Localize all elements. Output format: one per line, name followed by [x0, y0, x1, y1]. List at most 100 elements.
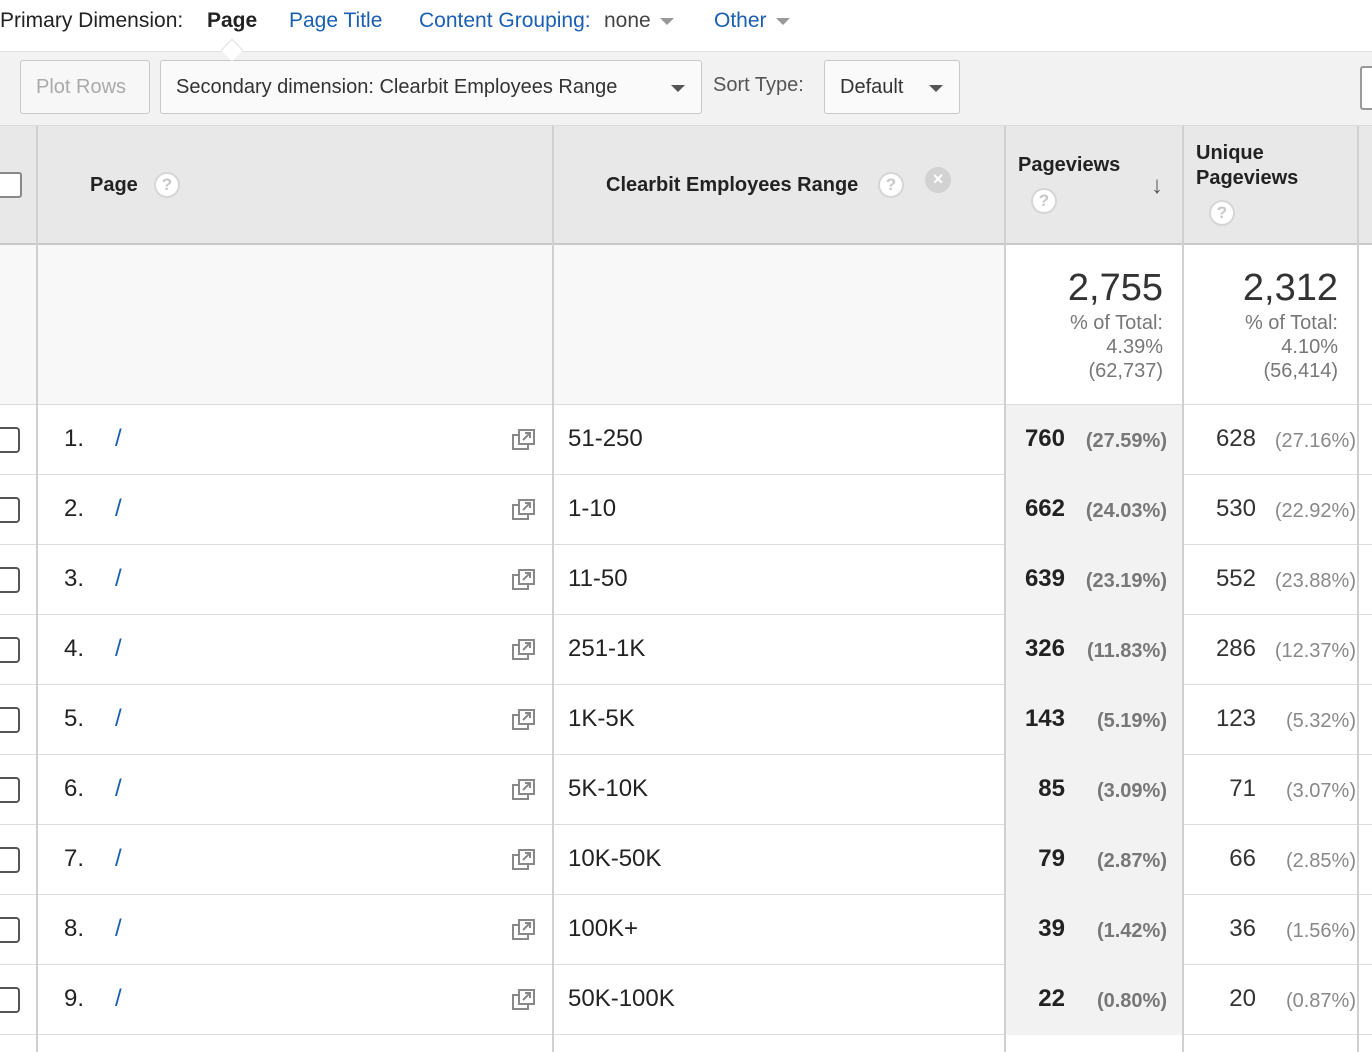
dimension-page-active[interactable]: Page	[207, 9, 258, 32]
row-employees-range: 1-10	[568, 495, 617, 522]
row-unique-pageviews-value: 552	[1215, 565, 1256, 592]
toolbar-edge-button[interactable]	[1360, 66, 1372, 110]
dimension-other-link[interactable]: Other	[714, 9, 767, 32]
open-in-new-window-icon[interactable]	[512, 779, 536, 801]
open-in-new-window-icon[interactable]	[512, 849, 536, 871]
plot-rows-button[interactable]: Plot Rows	[20, 60, 150, 114]
row-checkbox[interactable]	[0, 917, 20, 943]
open-in-new-window-icon[interactable]	[512, 989, 536, 1011]
row-employees-range: 11-50	[568, 565, 628, 592]
row-unique-pageviews-pct: (0.87%)	[1285, 990, 1356, 1012]
content-grouping-chevron-down-icon[interactable]	[660, 18, 674, 25]
row-pageviews-value: 22	[1038, 985, 1065, 1012]
column-divider	[1182, 126, 1184, 1052]
row-pageviews-pct: (24.03%)	[1085, 500, 1167, 522]
help-icon[interactable]: ?	[1209, 200, 1235, 226]
table-row: 2. / 1-10 662 (24.03%) 530 (22.92%)	[0, 475, 1372, 545]
row-unique-pageviews-pct: (27.16%)	[1274, 430, 1356, 452]
help-icon[interactable]: ?	[878, 172, 904, 198]
row-page-link[interactable]: /	[115, 985, 122, 1012]
row-page-link[interactable]: /	[115, 425, 122, 452]
row-checkbox[interactable]	[0, 777, 20, 803]
dimension-content-grouping-link[interactable]: Content Grouping:	[419, 9, 591, 32]
row-unique-pageviews-cell: 123 (5.32%)	[1183, 685, 1372, 755]
row-pageviews-pct: (11.83%)	[1086, 640, 1167, 662]
table-row: 4. / 251-1K 326 (11.83%) 286 (12.37%)	[0, 615, 1372, 685]
header-pageviews[interactable]: Pageviews ? ↓	[1005, 126, 1183, 245]
row-pageviews-cell: 143 (5.19%)	[1005, 685, 1183, 755]
row-pageviews-pct: (0.80%)	[1096, 990, 1167, 1012]
table-row: 6. / 5K-10K 85 (3.09%) 71 (3.07%)	[0, 755, 1372, 825]
row-checkbox[interactable]	[0, 707, 20, 733]
row-index: 4.	[64, 635, 85, 662]
open-in-new-window-icon[interactable]	[512, 569, 536, 591]
row-unique-pageviews-value: 20	[1229, 985, 1256, 1012]
row-pageviews-cell: 85 (3.09%)	[1005, 755, 1183, 825]
header-unique-pageviews-line2: Pageviews	[1196, 167, 1299, 189]
row-pageviews-cell: 662 (24.03%)	[1005, 475, 1183, 545]
header-secondary-dimension[interactable]: Clearbit Employees Range ? ×	[553, 126, 1005, 245]
row-checkbox[interactable]	[0, 567, 20, 593]
arrow-down-icon[interactable]: ↓	[1151, 172, 1163, 199]
row-unique-pageviews-value: 530	[1215, 495, 1256, 522]
row-page-link[interactable]: /	[115, 565, 122, 592]
content-grouping-value[interactable]: none	[604, 9, 651, 32]
row-page-link[interactable]: /	[115, 635, 122, 662]
sort-type-chevron-down-icon	[929, 85, 943, 92]
row-checkbox[interactable]	[0, 497, 20, 523]
open-in-new-window-icon[interactable]	[512, 429, 536, 451]
summary-unique-pageviews-value: 2,312	[1242, 267, 1338, 309]
select-all-checkbox[interactable]	[0, 172, 22, 198]
remove-secondary-dimension-icon[interactable]: ×	[925, 167, 951, 193]
open-in-new-window-icon[interactable]	[512, 639, 536, 661]
secondary-dimension-dropdown[interactable]: Secondary dimension: Clearbit Employees …	[160, 60, 702, 114]
row-checkbox[interactable]	[0, 847, 20, 873]
row-unique-pageviews-pct: (5.32%)	[1285, 710, 1356, 732]
row-page-link[interactable]: /	[115, 915, 122, 942]
row-checkbox[interactable]	[0, 637, 20, 663]
row-index: 2.	[64, 495, 85, 522]
open-in-new-window-icon[interactable]	[512, 709, 536, 731]
row-pageviews-cell: 79 (2.87%)	[1005, 825, 1183, 895]
row-unique-pageviews-cell: 36 (1.56%)	[1183, 895, 1372, 965]
summary-label-cell	[0, 245, 1005, 405]
row-unique-pageviews-pct: (22.92%)	[1274, 500, 1356, 522]
row-pageviews-pct: (5.19%)	[1096, 710, 1167, 732]
row-unique-pageviews-value: 66	[1229, 845, 1256, 872]
header-secondary-label: Clearbit Employees Range	[606, 174, 859, 196]
row-index: 9.	[64, 985, 85, 1012]
header-unique-pageviews[interactable]: Unique Pageviews ?	[1183, 126, 1372, 245]
column-divider	[36, 126, 38, 1052]
row-page-link[interactable]: /	[115, 775, 122, 802]
row-checkbox[interactable]	[0, 427, 20, 453]
row-checkbox[interactable]	[0, 987, 20, 1013]
table-row: 5. / 1K-5K 143 (5.19%) 123 (5.32%)	[0, 685, 1372, 755]
sort-type-value: Default	[840, 76, 904, 98]
header-page[interactable]: Page ?	[38, 126, 553, 245]
dimension-page-title-link[interactable]: Page Title	[289, 9, 383, 32]
row-page-link[interactable]: /	[115, 495, 122, 522]
summary-pageviews-value: 2,755	[1067, 267, 1163, 309]
row-pageviews-value: 760	[1024, 425, 1065, 452]
row-unique-pageviews-pct: (23.88%)	[1274, 570, 1356, 592]
help-icon[interactable]: ?	[154, 172, 180, 198]
row-employees-range: 1K-5K	[568, 705, 635, 732]
help-icon[interactable]: ?	[1031, 188, 1057, 214]
row-index: 7.	[64, 845, 85, 872]
row-page-link[interactable]: /	[115, 705, 122, 732]
row-unique-pageviews-value: 36	[1229, 915, 1256, 942]
row-pageviews-value: 639	[1024, 565, 1065, 592]
row-employees-range: 100K+	[568, 915, 639, 942]
sort-type-dropdown[interactable]: Default	[824, 60, 960, 114]
other-chevron-down-icon[interactable]	[776, 18, 790, 25]
row-unique-pageviews-value: 123	[1215, 705, 1256, 732]
summary-unique-pageviews: 2,312 % of Total: 4.10% (56,414)	[1183, 245, 1372, 405]
open-in-new-window-icon[interactable]	[512, 499, 536, 521]
row-pageviews-cell: 639 (23.19%)	[1005, 545, 1183, 615]
primary-dimension-bar: Primary Dimension: Page Page Title Conte…	[0, 0, 1372, 52]
row-unique-pageviews-cell: 530 (22.92%)	[1183, 475, 1372, 545]
row-page-link[interactable]: /	[115, 845, 122, 872]
row-unique-pageviews-value: 628	[1215, 425, 1256, 452]
row-unique-pageviews-cell: 66 (2.85%)	[1183, 825, 1372, 895]
open-in-new-window-icon[interactable]	[512, 919, 536, 941]
